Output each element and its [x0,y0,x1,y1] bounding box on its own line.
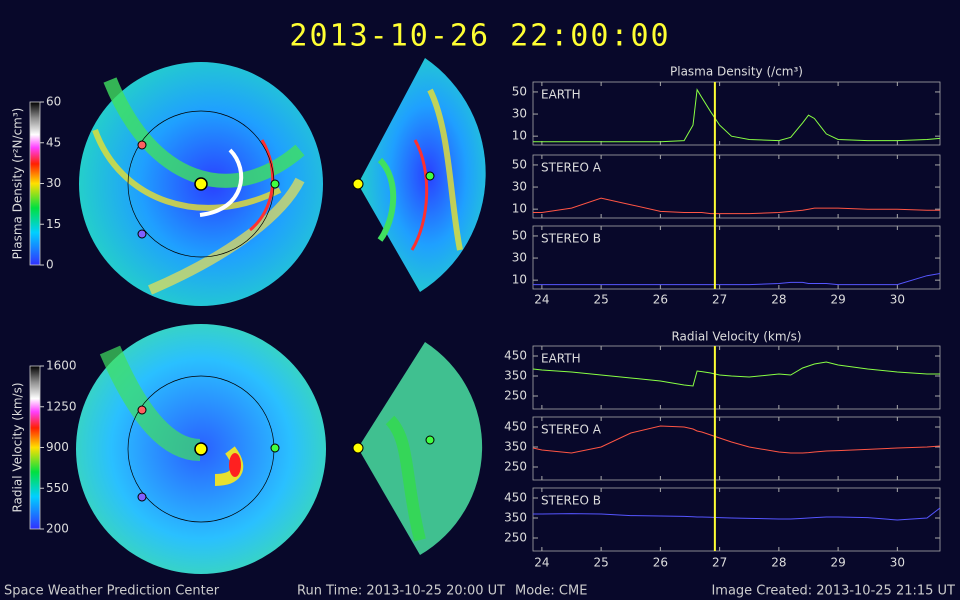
x-tick-label: 24 [534,556,549,570]
colorbar-tick-label: 45 [46,135,61,149]
colorbar-tick-label: 200 [46,522,69,536]
x-tick-label: 27 [712,556,727,570]
x-tick-label: 30 [890,556,905,570]
series-line [533,197,940,215]
panel-label: STEREO B [541,494,601,508]
colorbar-tick-label: 60 [46,95,61,109]
x-tick-label: 25 [593,556,608,570]
y-tick-label: 250 [504,460,527,474]
density-map [79,58,486,306]
y-tick-label: 250 [504,531,527,545]
colorbar [29,365,41,530]
y-tick-label: 450 [504,349,527,363]
series-line [533,88,941,143]
panel-label: EARTH [541,88,581,102]
series-line [533,273,941,286]
colorbar-tick-label: 15 [46,217,61,231]
chart-title: Plasma Density (/cm³) [670,65,803,79]
panel-frame [532,225,941,290]
panel-label: STEREO B [541,232,601,246]
panel-label: STEREO A [541,161,602,175]
series-line [532,425,941,454]
y-tick-label: 30 [512,107,527,121]
y-tick-label: 10 [512,273,527,287]
x-tick-label: 29 [830,293,845,307]
velocity-map [76,324,483,574]
x-tick-label: 25 [593,293,608,307]
chart-title: Radial Velocity (km/s) [671,330,801,344]
y-tick-label: 350 [504,440,527,454]
y-tick-label: 50 [512,157,527,171]
footer-center: Space Weather Prediction Center [4,584,220,599]
colorbar-label: Plasma Density (r²N/cm³) [11,108,25,260]
colorbar-tick-label: 0 [46,258,54,272]
colorbar-tick-label: 1600 [46,359,77,373]
panel-frame [532,81,941,146]
x-tick-label: 26 [653,556,668,570]
x-tick-label: 24 [534,293,549,307]
y-tick-label: 450 [504,491,527,505]
y-tick-label: 250 [504,389,527,403]
x-tick-label: 26 [653,293,668,307]
panel-label: STEREO A [541,423,602,437]
y-tick-label: 30 [512,251,527,265]
panel-frame [532,154,941,219]
panel-frame [532,345,941,410]
title: 2013-10-26 22:00:00 [289,19,670,54]
colorbar-tick-label: 1250 [46,399,77,413]
series-line [532,361,940,387]
y-tick-label: 50 [512,84,527,98]
y-tick-label: 450 [504,420,527,434]
x-tick-label: 28 [771,556,786,570]
colorbar-tick-label: 900 [46,440,69,454]
y-tick-label: 30 [512,180,527,194]
colorbar-tick-label: 550 [46,481,69,495]
panel-label: EARTH [541,352,581,366]
series-line [533,507,941,521]
colorbar-label: Radial Velocity (km/s) [11,382,25,512]
y-tick-label: 10 [512,129,527,143]
y-tick-label: 50 [512,228,527,242]
x-tick-label: 27 [712,293,727,307]
footer-mode: Mode: CME [515,584,587,599]
x-tick-label: 29 [830,556,845,570]
x-tick-label: 30 [890,293,905,307]
colorbar-tick-label: 30 [46,176,61,190]
y-tick-label: 350 [504,369,527,383]
y-tick-label: 350 [504,511,527,525]
footer-run-time: Run Time: 2013-10-25 20:00 UT [297,584,505,599]
panel-frame [532,487,941,552]
colorbar [29,101,41,266]
x-tick-label: 28 [771,293,786,307]
footer-created: Image Created: 2013-10-25 21:15 UT [711,584,955,599]
y-tick-label: 10 [512,202,527,216]
